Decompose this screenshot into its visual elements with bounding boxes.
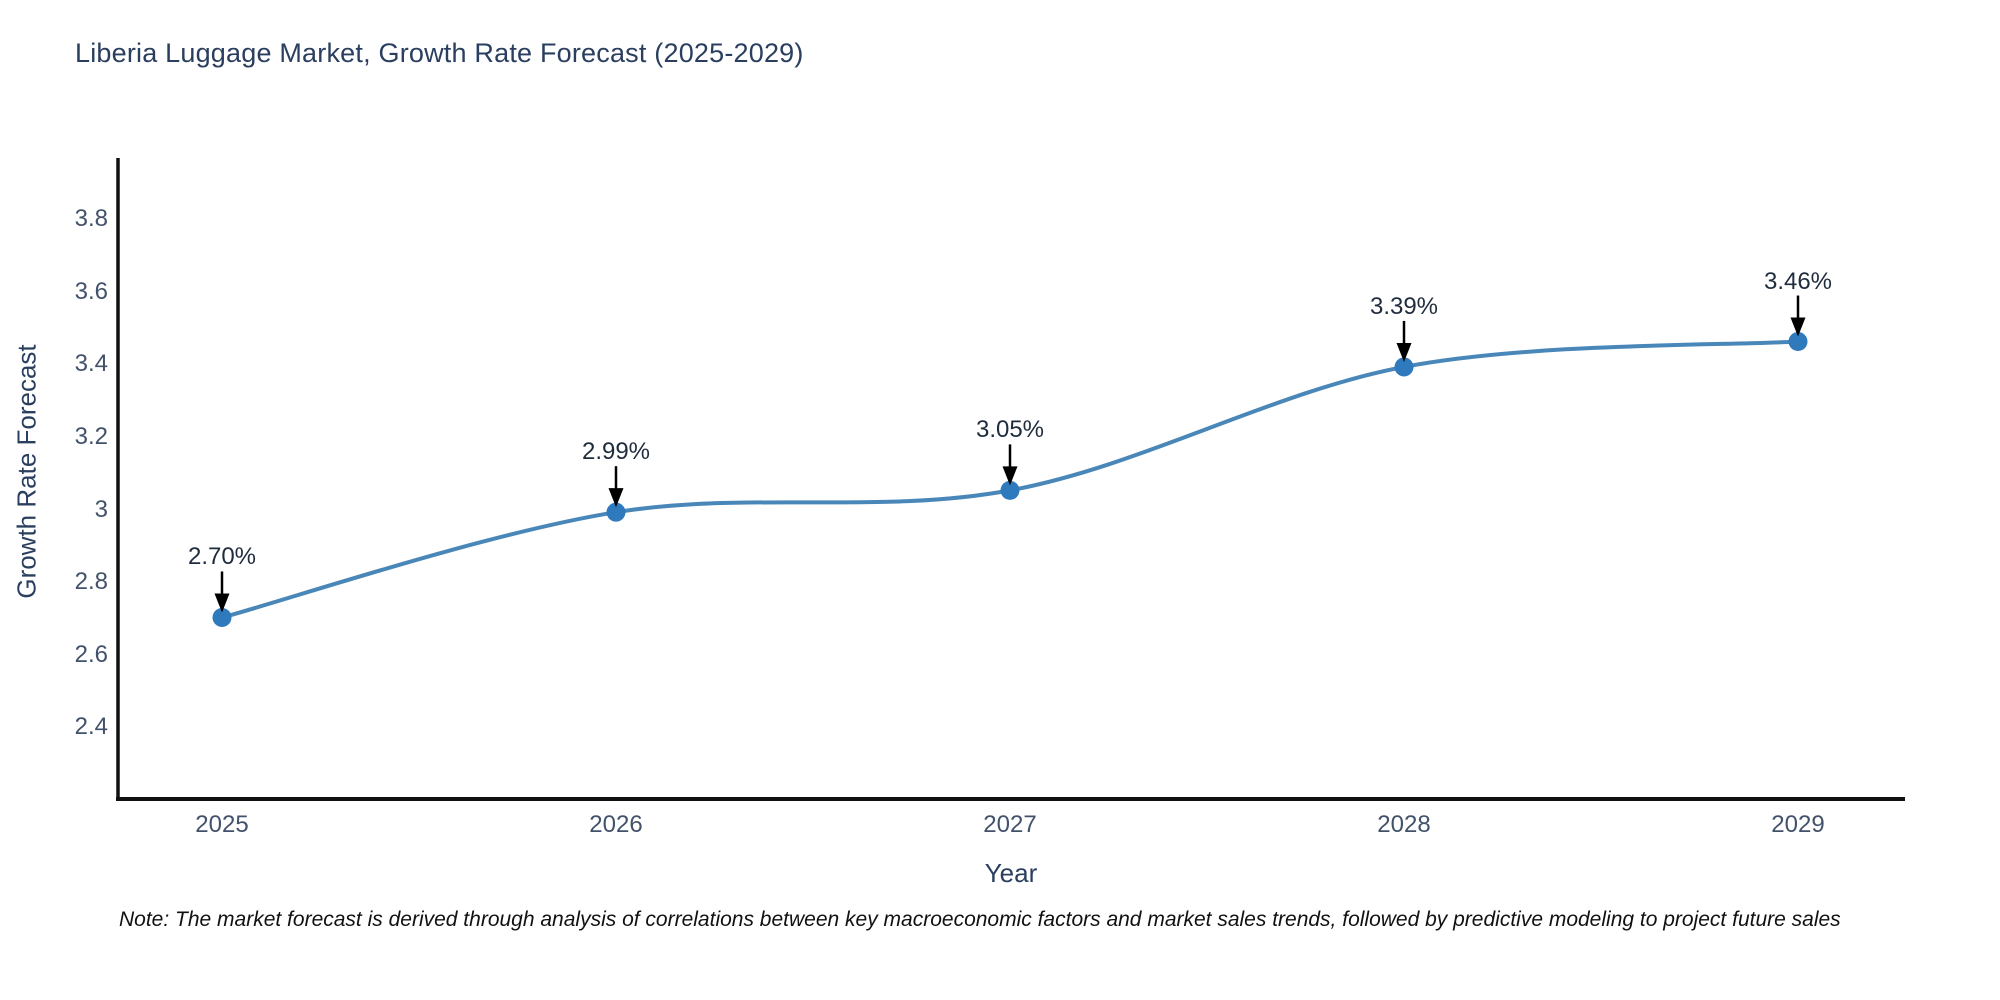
y-tick-label: 2.4 xyxy=(74,713,108,741)
data-point-2029 xyxy=(1788,332,1808,352)
y-tick-label: 3.4 xyxy=(74,350,108,378)
point-annotation: 2.99% xyxy=(581,438,651,466)
footnote: Note: The market forecast is derived thr… xyxy=(119,908,1841,931)
data-point-2028 xyxy=(1394,357,1414,377)
y-tick-label: 2.6 xyxy=(74,640,108,668)
annotation-arrowhead-icon xyxy=(1790,317,1806,337)
x-tick-label: 2025 xyxy=(195,811,249,838)
data-point-2025 xyxy=(212,607,232,627)
chart-title: Liberia Luggage Market, Growth Rate Fore… xyxy=(75,38,804,68)
point-annotation: 3.39% xyxy=(1369,292,1439,320)
y-axis-title: Growth Rate Forecast xyxy=(11,344,42,599)
x-tick-label: 2028 xyxy=(1377,811,1431,838)
x-tick-label: 2029 xyxy=(1771,811,1825,838)
y-tick-label: 2.8 xyxy=(74,568,108,596)
data-point-2027 xyxy=(1000,480,1020,500)
y-tick-label: 3.8 xyxy=(74,205,108,233)
point-annotation: 2.70% xyxy=(187,543,257,571)
annotation-arrowhead-icon xyxy=(608,488,624,508)
annotation-arrowhead-icon xyxy=(1396,342,1412,362)
data-point-2026 xyxy=(606,502,626,522)
point-annotation: 3.46% xyxy=(1763,267,1833,295)
y-tick-label: 3.2 xyxy=(74,422,108,450)
y-tick-label: 3.6 xyxy=(74,277,108,305)
x-tick-label: 2026 xyxy=(589,811,643,838)
x-axis-title: Year xyxy=(984,858,1038,888)
annotation-arrowhead-icon xyxy=(214,593,230,613)
x-tick-label: 2027 xyxy=(983,811,1037,838)
annotation-arrowhead-icon xyxy=(1002,466,1018,486)
point-annotation: 3.05% xyxy=(975,416,1045,444)
y-tick-label: 3 xyxy=(94,495,108,523)
